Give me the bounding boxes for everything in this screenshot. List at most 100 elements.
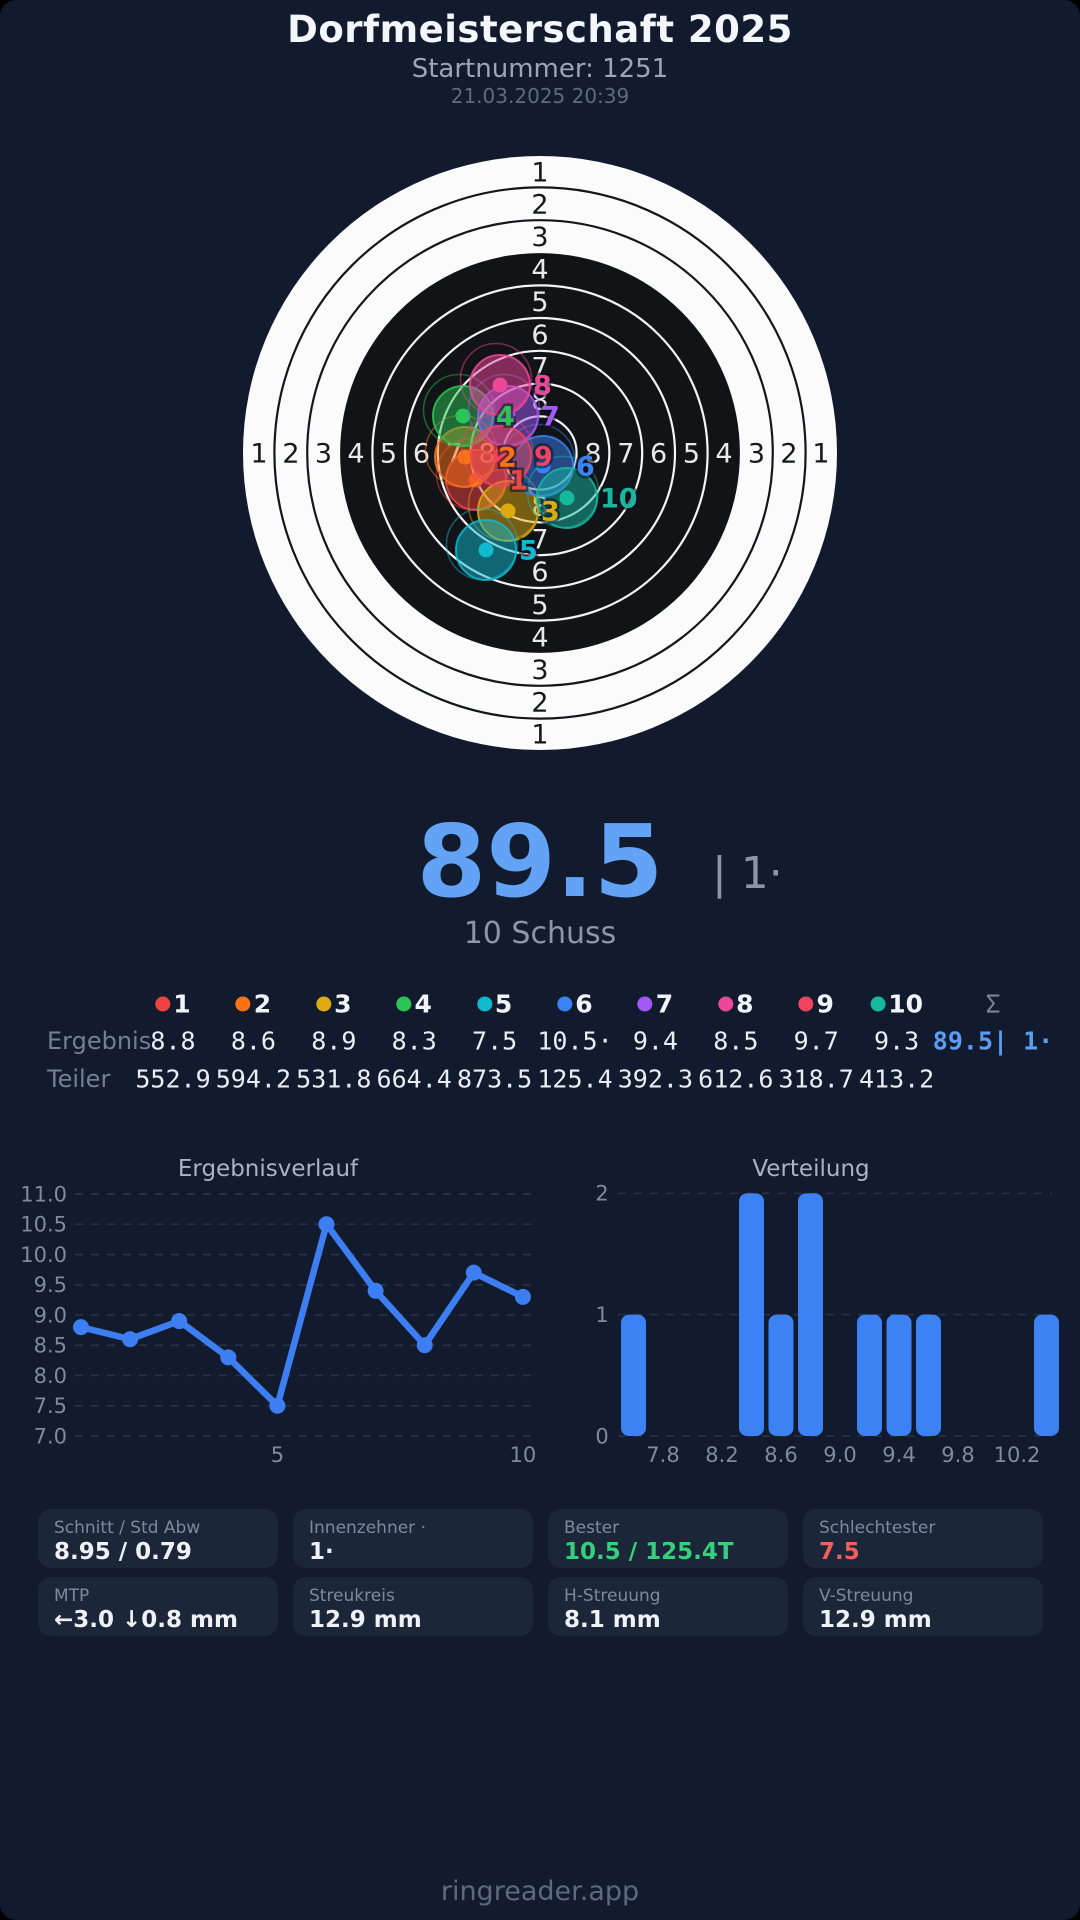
ring-number: 6 xyxy=(413,438,430,469)
shot-column-number: 10 xyxy=(888,989,923,1019)
ring-number: 1 xyxy=(250,438,267,469)
ring-number: 1 xyxy=(531,157,548,188)
shot-color-dot xyxy=(798,996,814,1012)
shot-number-label: 4 xyxy=(496,402,515,433)
shot-color-dot xyxy=(476,996,492,1012)
shot-color-dot xyxy=(235,996,251,1012)
shot-column-number: 2 xyxy=(253,989,272,1019)
ring-number: 3 xyxy=(531,222,548,253)
ring-number: 6 xyxy=(650,438,667,469)
shot-number-label: 10 xyxy=(600,484,638,515)
teiler-value: 594.2 xyxy=(215,1064,292,1094)
shot-number-label: 9 xyxy=(534,442,553,473)
stat-card-label: Schnitt / Std Abw xyxy=(54,1518,201,1538)
ergebnis-value: 8.8 xyxy=(150,1026,196,1056)
shot-center-dot xyxy=(535,458,551,474)
stat-card-schnitt-std-abw: Schnitt / Std Abw 8.95 / 0.79 xyxy=(38,1509,278,1568)
stat-card-value: 8.95 / 0.79 xyxy=(54,1539,192,1565)
shot-column-header: 10 xyxy=(870,990,923,1019)
shot-center-dot xyxy=(493,448,509,464)
shot-number-label: 6 xyxy=(576,452,595,483)
ring-number: 3 xyxy=(748,438,765,469)
shot-column-header: 7 xyxy=(637,990,673,1019)
ring-number: 7 xyxy=(617,438,634,469)
ring-number: 5 xyxy=(683,438,700,469)
ergebnis-value: 9.3 xyxy=(874,1026,920,1056)
shot-number-label: 7 xyxy=(541,402,560,433)
ring-number: 1 xyxy=(812,438,829,469)
ring-number: 2 xyxy=(531,189,548,220)
shot-column-number: 9 xyxy=(816,989,834,1019)
stat-card-innenzehner: Innenzehner · 1· xyxy=(293,1509,533,1568)
start-number: Startnummer: 1251 xyxy=(411,54,669,84)
teiler-value: 413.2 xyxy=(858,1064,935,1094)
sum-value: 89.5| 1· xyxy=(932,1026,1054,1056)
ring-number: 2 xyxy=(531,687,548,718)
ring-number: 4 xyxy=(347,438,364,469)
shot-9 xyxy=(460,413,534,487)
shot-center-dot xyxy=(455,408,471,424)
ring-number: 2 xyxy=(282,438,299,469)
inner-tens-badge: | 1· xyxy=(712,848,783,899)
stat-card-value: 10.5 / 125.4T xyxy=(564,1539,734,1565)
stat-card-label: Innenzehner · xyxy=(309,1518,426,1538)
shot-8 xyxy=(459,342,533,416)
shot-center-dot xyxy=(559,490,575,506)
stat-card-value: ←3.0 ↓0.8 mm xyxy=(54,1607,238,1633)
stat-card-value: 8.1 mm xyxy=(564,1607,661,1633)
ring-number: 3 xyxy=(315,438,332,469)
stat-card-schlechtester: Schlechtester 7.5 xyxy=(803,1509,1043,1568)
stat-card-value: 12.9 mm xyxy=(309,1607,422,1633)
shot-column-number: 5 xyxy=(494,989,513,1019)
shot-column-header: 8 xyxy=(718,989,754,1019)
shot-10 xyxy=(526,455,600,529)
footer-link[interactable]: ringreader.app xyxy=(440,1876,640,1907)
teiler-value: 125.4 xyxy=(537,1064,613,1094)
ergebnis-value: 8.5 xyxy=(713,1026,759,1056)
ergebnis-value: 8.6 xyxy=(230,1026,276,1056)
page-title: Dorfmeisterschaft 2025 xyxy=(287,8,793,51)
stat-card-value: 12.9 mm xyxy=(819,1607,932,1633)
shot-color-dot xyxy=(396,996,412,1012)
stat-card-label: V-Streuung xyxy=(819,1586,914,1606)
teiler-value: 552.9 xyxy=(135,1064,211,1094)
shot-column-number: 8 xyxy=(736,989,754,1019)
ring-number: 5 xyxy=(380,438,397,469)
stat-card-value: 1· xyxy=(309,1539,334,1565)
ring-number: 2 xyxy=(780,438,797,469)
ring-number: 5 xyxy=(531,590,548,621)
ring-number: 4 xyxy=(531,254,548,285)
shot-center-dot xyxy=(457,449,473,465)
stat-card-label: Schlechtester xyxy=(819,1518,936,1538)
stat-card-streukreis: Streukreis 12.9 mm xyxy=(293,1577,533,1636)
shot-column-number: 3 xyxy=(334,989,352,1019)
teiler-value: 612.6 xyxy=(698,1064,774,1094)
shot-column-number: 1 xyxy=(173,989,191,1019)
shot-column-header: 4 xyxy=(396,990,432,1019)
stat-card-v-streuung: V-Streuung 12.9 mm xyxy=(803,1577,1043,1636)
ergebnis-value: 8.3 xyxy=(391,1026,437,1056)
shot-number-label: 1 xyxy=(509,466,528,497)
ergebnis-value: 10.5· xyxy=(537,1026,613,1056)
bar-chart-title: Verteilung xyxy=(752,1156,870,1182)
ring-number: 4 xyxy=(531,622,548,653)
sum-column-header: Σ xyxy=(985,989,1001,1019)
ergebnis-row-label: Ergebnis xyxy=(47,1027,152,1055)
ring-number: 4 xyxy=(715,438,732,469)
stat-card-mtp: MTP ←3.0 ↓0.8 mm xyxy=(38,1577,278,1636)
shot-color-dot xyxy=(718,996,734,1012)
line-chart-title: Ergebnisverlauf xyxy=(177,1156,359,1182)
stat-card-label: Bester xyxy=(564,1518,620,1538)
ring-number: 7 xyxy=(531,524,548,555)
stat-card-value: 7.5 xyxy=(819,1539,860,1565)
ring-number: 3 xyxy=(531,655,548,686)
shot-center-dot xyxy=(478,542,494,558)
ring-line xyxy=(403,316,677,590)
stat-card-label: H-Streuung xyxy=(564,1586,661,1606)
stat-card-h-streuung: H-Streuung 8.1 mm xyxy=(548,1577,788,1636)
shot-number-label: 5 xyxy=(519,536,538,567)
shot-column-header: 2 xyxy=(235,989,272,1019)
